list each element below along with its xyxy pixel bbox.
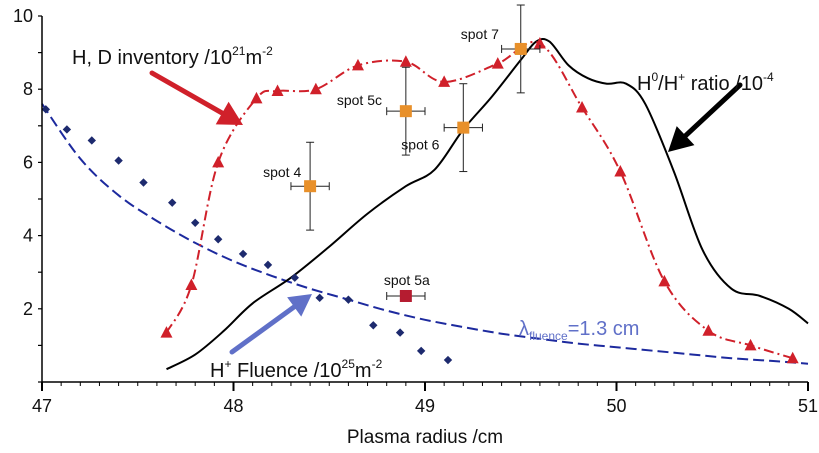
spot-label: spot 4 (263, 164, 301, 180)
inventory-marker (309, 82, 322, 95)
inventory-marker (351, 58, 364, 71)
fluence-marker (114, 156, 123, 165)
fluence-label-part: H (210, 360, 224, 382)
fit-label-part: fluence (529, 329, 568, 343)
inventory-arrow-shaft (149, 70, 225, 116)
spot-marker (457, 121, 470, 134)
fluence-marker (344, 295, 353, 304)
inventory-marker (786, 351, 799, 364)
x-tick-label: 48 (223, 396, 243, 416)
inventory-marker (212, 155, 225, 168)
spot-label: spot 5c (337, 92, 382, 108)
inventory-marker (533, 36, 546, 49)
fluence-marker (191, 218, 200, 227)
fluence-marker (41, 105, 51, 114)
x-tick-label: 49 (415, 396, 435, 416)
fluence-marker (263, 260, 273, 270)
inventory-marker (614, 165, 627, 177)
fit-label-part: λ (519, 318, 529, 340)
inventory-marker (185, 278, 198, 291)
plot-markers (41, 36, 799, 365)
inventory-marker (271, 84, 284, 97)
fluence-label-part: -2 (372, 357, 383, 371)
fluence-marker (213, 235, 223, 244)
inventory-label-part: m (245, 47, 262, 69)
fluence-marker (315, 293, 324, 303)
fluence-marker (62, 125, 72, 134)
fluence-marker (443, 355, 453, 365)
x-tick-label: 47 (32, 396, 52, 416)
fluence-label-part: Fluence /10 (231, 360, 341, 382)
series-line-inventory (165, 40, 793, 360)
fluence-arrow-head (287, 294, 312, 317)
ratio-arrow-head (668, 126, 695, 152)
inventory-label-part: -2 (262, 44, 273, 58)
inventory-marker (576, 101, 589, 113)
plot-spots: spot 4 spot 5c spot 6 spot 7 spot 5a (263, 4, 541, 302)
ratio-label-part: /H (658, 73, 678, 95)
inventory-marker (399, 55, 412, 67)
spot-label: spot 7 (461, 26, 499, 42)
x-axis-title: Plasma radius /cm (347, 427, 503, 448)
inventory-marker (702, 324, 715, 336)
fluence-marker (87, 136, 96, 145)
fluence-marker (395, 328, 405, 337)
inventory-marker (250, 91, 263, 104)
inventory-marker (491, 57, 504, 69)
spot-marker (399, 289, 412, 302)
spot-label: spot 5a (384, 272, 430, 288)
inventory-label-part: H, D inventory /10 (72, 47, 232, 69)
plot-axes: 47 48 49 50 51 10 8 6 4 2 Plasma radius /cm (13, 6, 818, 448)
y-tick-label: 2 (23, 299, 33, 319)
spot-marker (399, 105, 412, 118)
spot-label: spot 6 (401, 137, 439, 153)
y-tick-label: 8 (23, 79, 33, 99)
fit-label: λfluence=1.3 cm (519, 318, 639, 343)
y-tick-label: 10 (13, 6, 33, 26)
plot-labels: H, D inventory /1021m-2H0/H+ ratio /10-4… (72, 44, 774, 382)
x-tick-label: 50 (606, 396, 626, 416)
inventory-label: H, D inventory /1021m-2 (72, 44, 273, 69)
x-tick-label: 51 (798, 396, 818, 416)
fluence-arrow-shaft (229, 304, 297, 355)
spot-marker (514, 42, 527, 55)
ratio-label: H0/H+ ratio /10-4 (637, 70, 774, 95)
inventory-arrow-head (215, 101, 243, 125)
spot-marker (304, 180, 317, 193)
y-tick-label: 6 (23, 152, 33, 172)
inventory-marker (160, 326, 173, 338)
plot-arrows (149, 70, 743, 355)
series-line-fit (41, 103, 809, 365)
fluence-marker (416, 346, 426, 356)
ratio-label-part: 0 (651, 70, 658, 84)
fluence-label-part: + (224, 357, 231, 371)
y-tick-label: 4 (23, 226, 33, 246)
inventory-marker (438, 75, 451, 87)
fluence-label: H+ Fluence /1025m-2 (210, 357, 383, 382)
ratio-label-part: -4 (763, 70, 774, 84)
inventory-marker (744, 338, 757, 351)
fit-label-part: =1.3 cm (568, 318, 640, 340)
ratio-label-part: + (678, 70, 685, 84)
inventory-marker (658, 274, 671, 287)
ratio-label-part: ratio /10 (685, 73, 763, 95)
inventory-label-part: 21 (232, 44, 246, 58)
ratio-label-part: H (637, 73, 651, 95)
fluence-marker (139, 178, 148, 187)
fluence-marker (369, 321, 378, 330)
fluence-marker (238, 249, 248, 259)
fluence-label-part: 25 (342, 357, 356, 371)
fluence-marker (168, 198, 177, 207)
fluence-label-part: m (355, 360, 372, 382)
fluence-marker (290, 273, 299, 282)
ratio-arrow-shaft (683, 82, 743, 139)
